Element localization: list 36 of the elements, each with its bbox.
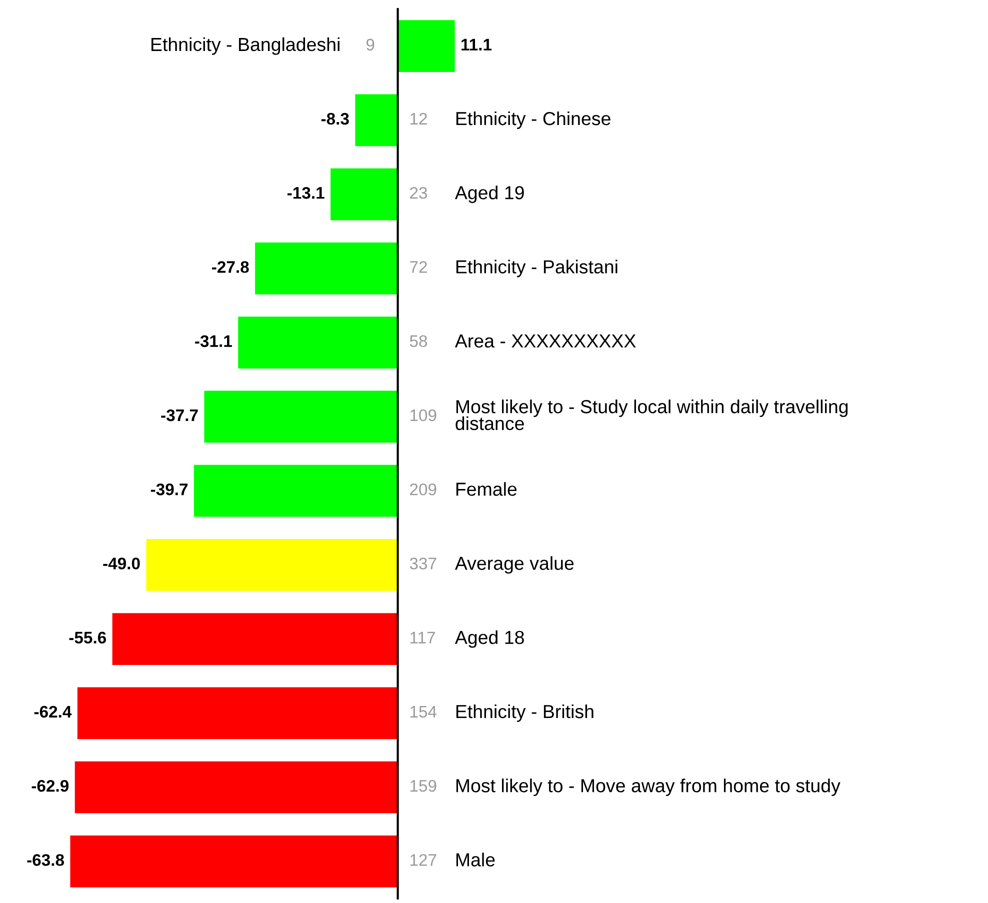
y-tick-label: Male: [456, 852, 495, 866]
data-label: -31.1: [195, 335, 232, 348]
annotation: 337: [410, 558, 436, 570]
data-label: -13.1: [287, 187, 324, 199]
annotation: 154: [410, 706, 437, 718]
data-label: -39.7: [150, 483, 188, 496]
data-label: -55.6: [69, 632, 106, 644]
annotation: 72: [410, 261, 427, 273]
y-tick-label: Aged 19: [454, 186, 524, 204]
annotation: 9: [366, 38, 374, 51]
annotation: 117: [410, 632, 435, 644]
data-label: -62.9: [32, 780, 69, 792]
data-label: -49.0: [103, 558, 140, 570]
annotation: 209: [410, 483, 436, 496]
annotation: 159: [410, 780, 436, 792]
annotation: 127: [410, 854, 436, 866]
data-label: -62.4: [34, 706, 72, 718]
y-tick-label: Most likely to - Study local within daily travelling distance: [456, 400, 848, 430]
y-tick-label: Area - XXXXXXXXXX: [454, 334, 636, 348]
annotation: 23: [410, 187, 428, 199]
data-label: 11.1: [462, 38, 492, 50]
y-tick-label: Average value: [454, 556, 574, 574]
y-tick-label: Female: [456, 482, 517, 496]
annotation: 12: [410, 112, 427, 125]
data-label: -27.8: [212, 261, 249, 273]
annotation: 58: [410, 335, 428, 348]
y-tick-label: Most likely to - Move away from home to study: [456, 778, 840, 796]
y-tick-label: Aged 18: [454, 630, 524, 648]
y-tick-label: Ethnicity - Bangladeshi: [151, 37, 340, 55]
y-tick-label: Ethnicity - Pakistani: [456, 260, 618, 278]
y-tick-label: Ethnicity - British: [456, 704, 594, 722]
data-label: -8.3: [321, 112, 349, 125]
annotation: 109: [410, 409, 436, 422]
data-label: -37.7: [161, 409, 198, 422]
data-label: -63.8: [27, 854, 64, 866]
y-tick-label: Ethnicity - Chinese: [456, 111, 610, 129]
